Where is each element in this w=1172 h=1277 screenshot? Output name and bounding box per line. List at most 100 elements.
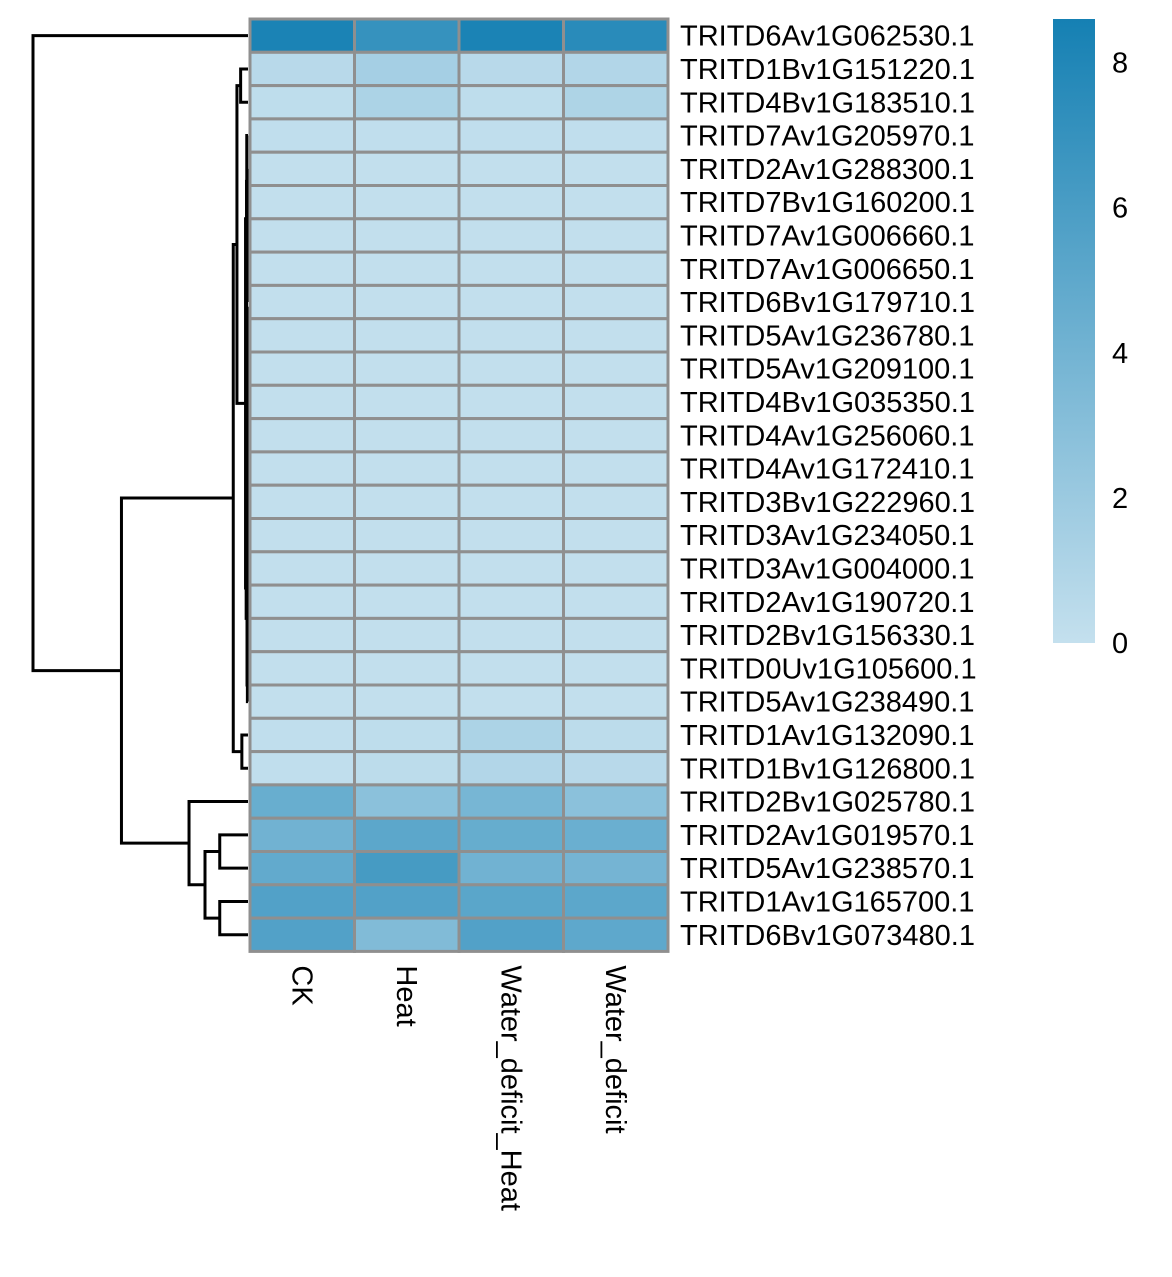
heatmap-cell: [457, 383, 565, 421]
row-label: TRITD6Av1G062530.1: [680, 21, 974, 53]
heatmap-cell: [562, 650, 670, 687]
heatmap-cell: [457, 650, 565, 687]
heatmap-cell: [562, 517, 670, 554]
row-label: TRITD7Av1G205970.1: [680, 121, 974, 153]
heatmap-cell: [248, 716, 356, 754]
heatmap-cell: [353, 217, 461, 254]
row-label: TRITD2Av1G019570.1: [680, 820, 974, 852]
row-label: TRITD2Av1G190720.1: [680, 587, 974, 619]
heatmap-cell: [248, 84, 356, 121]
heatmap-cell: [457, 217, 565, 254]
column-label: Water_deficit: [599, 965, 631, 1133]
row-label: TRITD4Bv1G035350.1: [680, 387, 975, 419]
heatmap-cell: [353, 850, 461, 887]
heatmap-cell: [457, 850, 565, 887]
heatmap-cell: [353, 816, 461, 854]
row-label: TRITD3Av1G004000.1: [680, 553, 974, 585]
heatmap-cell: [353, 716, 461, 754]
heatmap-cell: [457, 450, 565, 487]
row-label: TRITD5Av1G238570.1: [680, 853, 974, 885]
heatmap-cell: [248, 517, 356, 554]
heatmap-cell: [562, 483, 670, 521]
heatmap-cell: [353, 184, 461, 221]
row-labels: TRITD6Av1G062530.1TRITD1Bv1G151220.1TRIT…: [680, 21, 977, 952]
heatmap-cell: [562, 616, 670, 654]
heatmap-cell: [457, 84, 565, 121]
row-label: TRITD6Bv1G073480.1: [680, 920, 975, 952]
legend-tick-label: 4: [1112, 338, 1128, 370]
heatmap-cell: [248, 17, 356, 54]
heatmap-cell: [457, 317, 565, 354]
row-label: TRITD2Bv1G156330.1: [680, 620, 975, 652]
color-legend: 0 2 4 6 8: [1053, 19, 1128, 660]
heatmap-cell: [353, 117, 461, 154]
heatmap-cell: [562, 283, 670, 321]
heatmap-cell: [457, 583, 565, 620]
heatmap-cell: [248, 350, 356, 387]
dendrogram-branch: [240, 733, 248, 770]
heatmap-cell: [562, 816, 670, 854]
row-label: TRITD3Bv1G222960.1: [680, 487, 975, 519]
heatmap-cell: [353, 883, 461, 920]
heatmap-cell: [353, 84, 461, 121]
heatmap-cell: [248, 283, 356, 321]
dendrogram-branch: [31, 34, 248, 673]
heatmap-cell: [457, 150, 565, 187]
dendrogram-branch: [119, 496, 234, 845]
heatmap-cell: [562, 350, 670, 387]
heatmap-cell: [248, 50, 356, 88]
column-label: Heat: [390, 965, 422, 1026]
heatmap-cell: [248, 883, 356, 920]
heatmap-cell: [248, 483, 356, 521]
heatmap-cell: [457, 916, 565, 953]
heatmap-cell: [457, 417, 565, 454]
row-dendrogram: [31, 34, 250, 937]
heatmap-cell: [457, 683, 565, 720]
row-label: TRITD5Av1G238490.1: [680, 687, 974, 719]
heatmap-cell: [562, 383, 670, 421]
heatmap-cell: [248, 250, 356, 287]
legend-tick-label: 6: [1112, 193, 1128, 225]
heatmap-cell: [353, 450, 461, 487]
heatmap-cell: [562, 850, 670, 887]
heatmap-cell: [353, 383, 461, 421]
heatmap-cell: [248, 783, 356, 820]
heatmap-cell: [353, 17, 461, 54]
heatmap-cell: [248, 583, 356, 620]
heatmap-cell: [353, 417, 461, 454]
heatmap-cell: [248, 383, 356, 421]
heatmap-cells: [248, 17, 670, 953]
column-label: Water_deficit_Heat: [494, 965, 526, 1211]
row-label: TRITD7Bv1G160200.1: [680, 187, 975, 219]
heatmap-cell: [353, 583, 461, 620]
heatmap-cell: [457, 883, 565, 920]
heatmap-cell: [353, 350, 461, 387]
row-label: TRITD2Av1G288300.1: [680, 154, 974, 186]
row-label: TRITD1Av1G165700.1: [680, 886, 974, 918]
heatmap-cell: [562, 217, 670, 254]
row-label: TRITD7Av1G006660.1: [680, 220, 974, 252]
heatmap-cell: [248, 150, 356, 187]
heatmap-cell: [248, 850, 356, 887]
heatmap-cell: [248, 317, 356, 354]
dendrogram-branch: [218, 833, 248, 870]
heatmap-cell: [457, 816, 565, 854]
heatmap-cell: [562, 184, 670, 221]
heatmap-cell: [562, 450, 670, 487]
heatmap-cell: [353, 283, 461, 321]
dendrogram-branch: [235, 84, 246, 405]
heatmap-cell: [353, 250, 461, 287]
heatmap-cell: [457, 750, 565, 787]
heatmap-cell: [457, 184, 565, 221]
row-label: TRITD5Av1G236780.1: [680, 320, 974, 352]
heatmap-cell: [562, 250, 670, 287]
legend-tick-label: 8: [1112, 48, 1128, 80]
heatmap-cell: [562, 883, 670, 920]
heatmap-cell: [248, 417, 356, 454]
heatmap-cell: [457, 517, 565, 554]
row-label: TRITD4Bv1G183510.1: [680, 87, 975, 119]
heatmap-cell: [353, 150, 461, 187]
heatmap-cell: [562, 916, 670, 953]
dendrogram-branch: [203, 850, 220, 920]
